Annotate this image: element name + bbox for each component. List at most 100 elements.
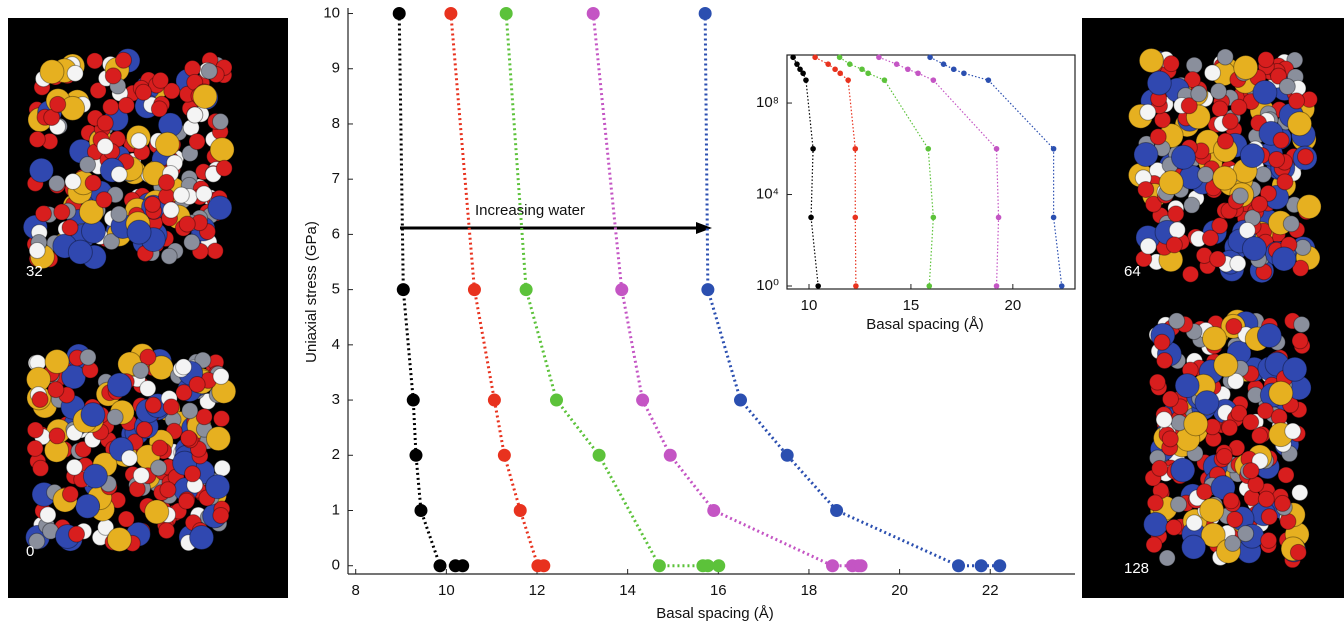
- point: [790, 54, 796, 61]
- atom: [1212, 165, 1238, 191]
- atom: [110, 165, 128, 183]
- point: [961, 70, 967, 77]
- point: [800, 70, 806, 77]
- point: [803, 77, 809, 83]
- point: [853, 283, 859, 289]
- point: [797, 66, 803, 73]
- atom: [49, 95, 67, 113]
- atom: [1146, 70, 1172, 96]
- point: [406, 393, 420, 407]
- point: [409, 448, 423, 462]
- panel-label: 0: [26, 543, 34, 560]
- atom: [106, 408, 124, 426]
- arrow-head: [696, 222, 712, 234]
- point: [467, 283, 481, 297]
- x-tick-label: 12: [529, 582, 546, 599]
- atom: [1241, 236, 1267, 262]
- atom: [1148, 373, 1166, 391]
- y-tick-label: 7: [332, 170, 340, 187]
- atom: [195, 408, 213, 426]
- atom: [1229, 255, 1247, 273]
- atom: [209, 137, 235, 163]
- atom: [1158, 170, 1184, 196]
- atom: [135, 421, 153, 439]
- atom: [1170, 457, 1196, 483]
- atom: [183, 60, 201, 78]
- point: [993, 145, 1000, 152]
- atom: [79, 348, 97, 366]
- atom: [1138, 47, 1164, 73]
- atom: [1276, 173, 1294, 191]
- atom: [26, 421, 44, 439]
- panel-label: 64: [1124, 263, 1141, 280]
- atom: [195, 185, 213, 203]
- point: [487, 393, 501, 407]
- atom: [96, 137, 114, 155]
- panel-label: 128: [1124, 560, 1149, 577]
- atom: [117, 96, 135, 114]
- atom: [1226, 510, 1244, 528]
- point: [1050, 145, 1057, 152]
- atom: [1143, 511, 1169, 537]
- atom: [1274, 494, 1292, 512]
- atom: [102, 233, 120, 251]
- point: [815, 283, 821, 289]
- atom: [1174, 373, 1200, 399]
- atom: [1222, 492, 1240, 510]
- atom: [34, 205, 52, 223]
- atom: [1287, 111, 1313, 137]
- point: [832, 66, 838, 73]
- atom: [205, 474, 231, 500]
- atom: [78, 199, 104, 225]
- atom: [1251, 427, 1269, 445]
- y-tick-label: 3: [332, 391, 340, 408]
- point: [845, 77, 851, 83]
- atom: [215, 159, 233, 177]
- point: [925, 145, 932, 152]
- point: [808, 214, 814, 221]
- atom: [162, 398, 180, 416]
- atom: [102, 98, 120, 116]
- atom: [188, 375, 206, 393]
- atom: [1277, 466, 1295, 484]
- y-tick-label: 2: [332, 446, 340, 463]
- atom: [1256, 323, 1282, 349]
- point: [456, 559, 470, 573]
- atom: [1225, 317, 1243, 335]
- atom: [151, 439, 169, 457]
- x-tick-label: 22: [982, 582, 999, 599]
- atom: [48, 427, 66, 445]
- atom: [1200, 522, 1226, 548]
- atom: [86, 52, 104, 70]
- atom: [110, 205, 128, 223]
- atom: [178, 215, 196, 233]
- atom: [89, 82, 107, 100]
- atom: [132, 466, 150, 484]
- y-tick-label: 10: [323, 4, 340, 21]
- atom: [159, 481, 177, 499]
- point: [444, 7, 458, 21]
- atom: [1199, 497, 1225, 523]
- atom: [1278, 78, 1296, 96]
- atom: [130, 132, 148, 150]
- atom: [1294, 238, 1312, 256]
- atom: [1182, 265, 1200, 283]
- atom: [1154, 111, 1172, 129]
- atom: [1185, 56, 1203, 74]
- point: [712, 559, 726, 573]
- atom: [1231, 187, 1249, 205]
- point: [825, 61, 831, 67]
- atom: [194, 351, 212, 369]
- atom: [1242, 462, 1260, 480]
- point: [881, 77, 888, 83]
- atom: [1252, 79, 1278, 105]
- atom: [1224, 534, 1242, 552]
- point: [707, 503, 721, 517]
- point: [652, 559, 666, 573]
- atom: [1203, 64, 1221, 82]
- atom: [1139, 237, 1157, 255]
- atom: [1170, 495, 1188, 513]
- atom: [1259, 184, 1277, 202]
- atom: [48, 174, 66, 192]
